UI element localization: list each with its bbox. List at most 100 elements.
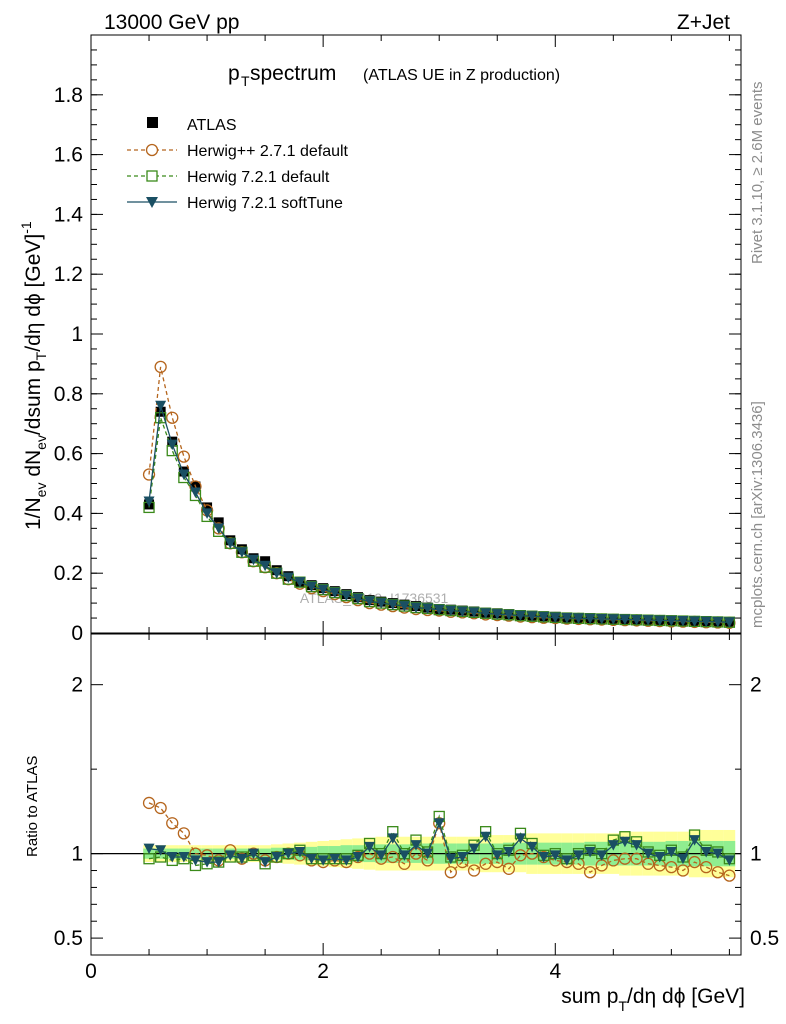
point-triangle-solid — [573, 613, 584, 624]
legend-label-herwigpp: Herwig++ 2.7.1 default — [187, 143, 349, 160]
x-tick-label: 4 — [549, 960, 561, 983]
point-triangle-solid — [236, 547, 248, 558]
point-circle-dashed — [177, 450, 191, 463]
point-triangle-solid — [549, 612, 561, 623]
title-p: p — [228, 62, 240, 85]
point-triangle-solid — [375, 850, 387, 861]
point-triangle-solid — [340, 590, 352, 602]
legend-marker-softtune — [146, 197, 158, 208]
point-circle-dashed — [514, 849, 527, 862]
point-triangle-solid — [712, 616, 724, 628]
y-tick-label: 0.4 — [54, 502, 84, 525]
ratio-y-tick-label-right: 0.5 — [750, 927, 779, 950]
point-triangle-solid — [712, 848, 724, 860]
point-circle-dashed — [711, 866, 724, 879]
point-triangle-solid — [364, 841, 376, 853]
series-line-circle-dashed — [148, 366, 730, 624]
point-triangle-solid — [352, 852, 364, 863]
point-circle-dashed — [154, 801, 167, 815]
point-triangle-solid — [433, 818, 445, 829]
point-circle-dashed — [607, 854, 620, 867]
point-triangle-solid — [607, 840, 619, 851]
point-triangle-solid — [665, 615, 677, 627]
point-triangle-solid — [654, 615, 666, 626]
point-triangle-solid — [677, 616, 689, 627]
point-circle-dashed — [479, 857, 492, 870]
point-triangle-solid — [514, 610, 526, 622]
legend-marker-herwigpp — [145, 143, 159, 157]
main-y-ticks: 0 0.2 0.4 0.6 0.8 1 1.2 1.4 1.6 1.8 — [54, 34, 741, 645]
ratio-series-group — [142, 796, 736, 882]
point-triangle-solid — [526, 841, 538, 853]
point-triangle-solid — [410, 602, 422, 614]
point-triangle-solid — [654, 852, 666, 863]
point-triangle-solid — [398, 601, 410, 612]
point-triangle-solid — [445, 605, 457, 617]
y-tick-label: 1.2 — [54, 263, 83, 286]
y-tick-label: 0.8 — [54, 383, 83, 406]
legend-label-herwig721: Herwig 7.2.1 default — [187, 169, 330, 186]
point-triangle-solid — [224, 538, 236, 549]
point-triangle-solid — [503, 846, 515, 858]
point-triangle-solid — [689, 616, 701, 627]
point-triangle-solid — [433, 604, 445, 616]
point-triangle-solid — [143, 843, 155, 855]
point-triangle-solid — [549, 850, 561, 861]
legend-label-atlas: ATLAS — [187, 117, 237, 134]
point-triangle-solid — [364, 596, 376, 607]
point-triangle-solid — [491, 609, 503, 620]
ratio-frame — [90, 633, 742, 956]
point-triangle-solid — [665, 846, 677, 858]
point-triangle-solid — [178, 469, 190, 481]
point-triangle-solid — [422, 603, 434, 614]
point-triangle-solid — [573, 850, 584, 861]
point-triangle-solid — [282, 572, 294, 584]
point-triangle-solid — [538, 611, 550, 623]
y-tick-label: 0.6 — [54, 443, 83, 466]
point-triangle-solid — [317, 855, 329, 866]
point-circle-dashed — [583, 866, 597, 879]
point-triangle-solid — [178, 852, 190, 863]
title-sub: T — [241, 73, 250, 89]
header-left: 13000 GeV pp — [104, 11, 239, 34]
point-circle-dashed — [386, 850, 399, 864]
point-triangle-solid — [468, 607, 480, 618]
point-triangle-solid — [398, 850, 410, 861]
point-triangle-solid — [422, 848, 434, 860]
point-data — [155, 406, 166, 417]
point-triangle-solid — [596, 850, 608, 861]
point-triangle-solid — [468, 843, 480, 855]
point-triangle-solid — [584, 613, 596, 625]
point-triangle-solid — [340, 855, 352, 866]
point-triangle-solid — [189, 855, 201, 866]
title-rest: spectrum — [250, 62, 336, 85]
point-triangle-solid — [224, 850, 236, 861]
point-triangle-solid — [642, 848, 654, 860]
point-triangle-solid — [584, 846, 596, 858]
point-triangle-solid — [201, 508, 213, 519]
main-series-group — [142, 360, 736, 629]
point-triangle-solid — [213, 523, 225, 534]
point-triangle-solid — [456, 852, 468, 863]
ratio-y-tick-label: 1 — [71, 843, 83, 866]
point-triangle-solid — [677, 853, 689, 865]
point-triangle-solid — [166, 439, 178, 451]
point-triangle-solid — [306, 853, 318, 865]
header-right: Z+Jet — [677, 11, 730, 34]
point-triangle-solid — [619, 836, 631, 848]
ratio-y-tick-label: 2 — [71, 674, 83, 697]
point-triangle-solid — [143, 496, 155, 507]
y-tick-label: 1.6 — [54, 144, 83, 167]
main-y-axis-label: 1/Nev dNev/dsum pT/dη dϕ [GeV]-1 — [18, 221, 49, 530]
point-circle-dashed — [688, 855, 701, 869]
point-triangle-solid — [631, 840, 643, 851]
ratio-y-tick-label: 0.5 — [54, 927, 83, 950]
legend-label-softtune: Herwig 7.2.1 softTune — [187, 195, 343, 212]
point-circle-dashed — [142, 796, 156, 810]
point-triangle-solid — [259, 560, 271, 572]
point-triangle-solid — [271, 568, 283, 579]
ratio-y-tick-label-right: 2 — [750, 674, 762, 697]
ratio-ticks: 0.5 0.5 1 1 2 2 0 2 4 — [54, 634, 779, 983]
point-circle-dashed — [166, 817, 179, 830]
point-triangle-solid — [201, 857, 213, 868]
